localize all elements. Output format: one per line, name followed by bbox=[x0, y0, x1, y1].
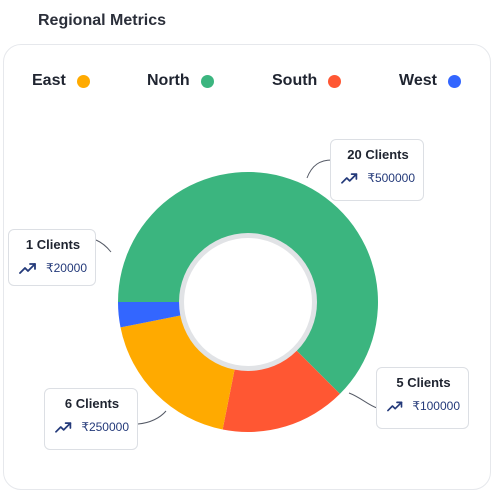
callout-west-amount: ₹20000 bbox=[45, 261, 87, 275]
legend-dot-north bbox=[200, 74, 214, 88]
legend-item-north[interactable]: North bbox=[147, 72, 214, 90]
callout-south: 5 Clients ₹100000 bbox=[376, 367, 469, 429]
trending-up-icon bbox=[19, 263, 36, 274]
callout-east-amount: ₹250000 bbox=[81, 420, 129, 434]
legend-label-south: South bbox=[272, 72, 318, 89]
callout-north: 20 Clients ₹500000 bbox=[330, 139, 424, 201]
callout-north-clients: 20 Clients bbox=[347, 147, 409, 162]
legend-label-east: East bbox=[32, 72, 66, 89]
callout-south-clients: 5 Clients bbox=[396, 375, 451, 390]
page-title: Regional Metrics bbox=[38, 12, 167, 29]
legend-dot-west bbox=[447, 74, 461, 88]
leader-line-north bbox=[306, 159, 333, 179]
callout-east-clients: 6 Clients bbox=[64, 396, 120, 411]
legend-label-west: West bbox=[399, 72, 437, 89]
leader-line-east bbox=[137, 410, 167, 425]
callout-west: 1 Clients ₹20000 bbox=[8, 229, 96, 286]
legend-item-east[interactable]: East bbox=[32, 72, 90, 90]
donut-hole bbox=[184, 238, 312, 366]
leader-line-south bbox=[348, 392, 378, 409]
trending-up-icon bbox=[55, 422, 72, 433]
trending-up-icon bbox=[341, 173, 358, 184]
legend-label-north: North bbox=[147, 72, 190, 89]
callout-north-amount: ₹500000 bbox=[367, 171, 415, 185]
callout-east: 6 Clients ₹250000 bbox=[44, 388, 138, 450]
legend-dot-east bbox=[76, 74, 90, 88]
callout-south-amount: ₹100000 bbox=[412, 399, 460, 413]
trending-up-icon bbox=[387, 401, 403, 412]
callout-west-clients: 1 Clients bbox=[25, 237, 81, 252]
legend-dot-south bbox=[328, 74, 342, 88]
legend-item-south[interactable]: South bbox=[272, 72, 342, 90]
leader-line-west bbox=[95, 239, 112, 253]
legend-item-west[interactable]: West bbox=[399, 72, 461, 90]
